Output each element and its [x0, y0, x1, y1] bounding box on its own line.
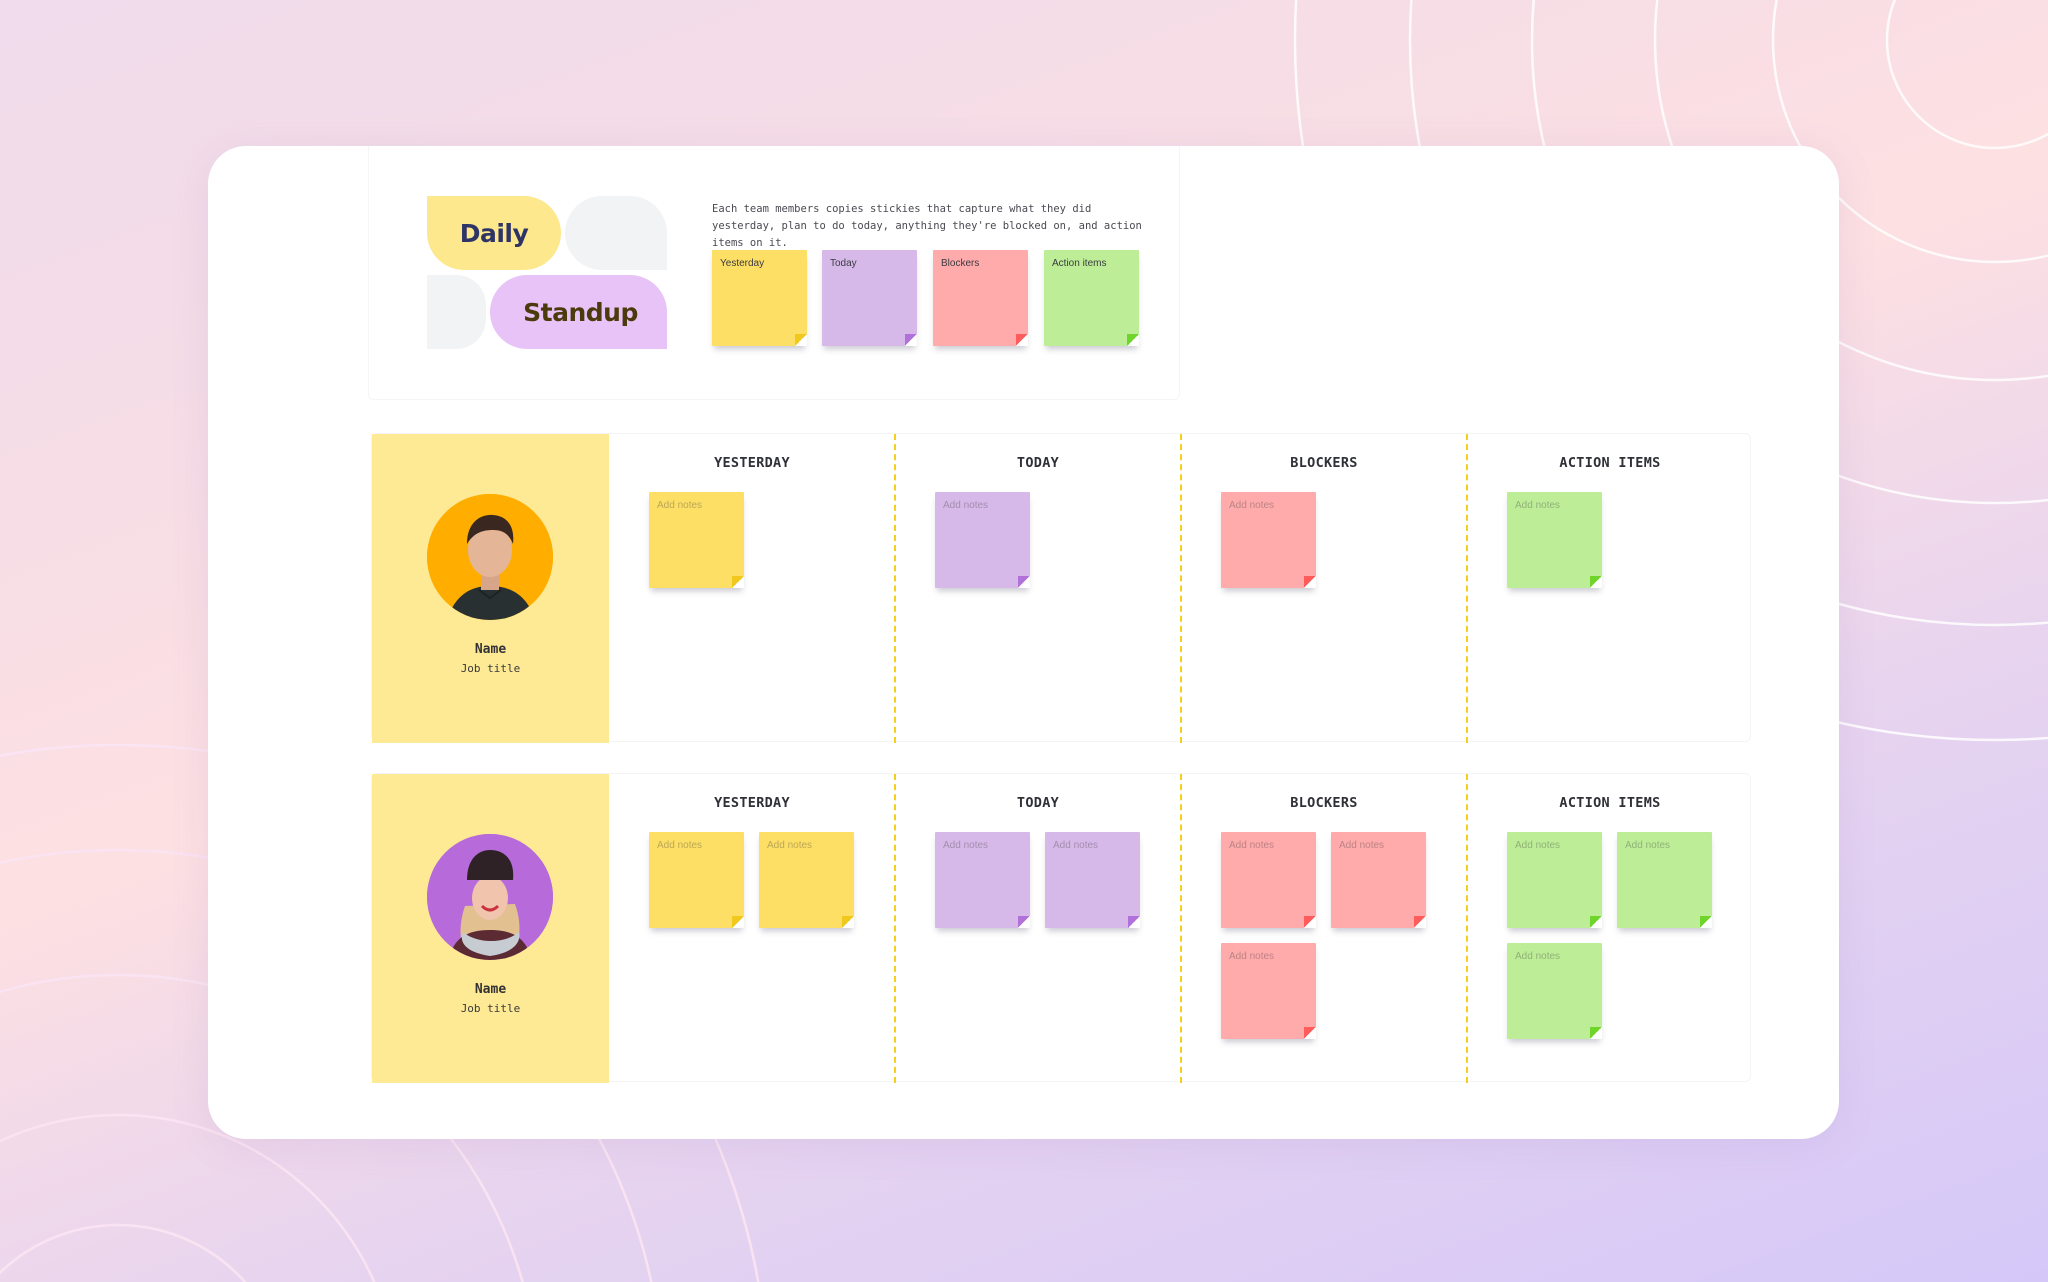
sticky-placeholder: Add notes — [1053, 840, 1099, 851]
column-divider — [894, 434, 896, 743]
logo-decor-block — [565, 196, 667, 270]
column-blockers: BLOCKERS Add notes — [1180, 434, 1467, 743]
column-title: BLOCKERS — [1290, 795, 1358, 811]
sticky-placeholder: Add notes — [767, 840, 813, 851]
legend-sticky-blockers[interactable]: Blockers — [933, 250, 1028, 346]
sticky-placeholder: Add notes — [1515, 840, 1561, 851]
column-title: BLOCKERS — [1290, 455, 1358, 471]
legend-sticky-today[interactable]: Today — [822, 250, 917, 346]
person-photo-icon — [427, 834, 553, 960]
page-fold-icon — [732, 916, 744, 928]
logo-standup-block: Standup — [490, 275, 667, 349]
profile-card: Name Job title — [372, 774, 609, 1083]
sticky-placeholder: Add notes — [1339, 840, 1385, 851]
profile-card: Name Job title — [372, 434, 609, 743]
column-title: ACTION ITEMS — [1559, 455, 1661, 471]
sticky-placeholder: Add notes — [1515, 951, 1561, 962]
sticky-placeholder: Add notes — [1625, 840, 1671, 851]
logo-standup-text: Standup — [523, 297, 638, 327]
sticky-placeholder: Add notes — [657, 500, 703, 511]
sticky-note[interactable]: Add notes — [1617, 832, 1712, 928]
sticky-note[interactable]: Add notes — [649, 832, 744, 928]
column-title: ACTION ITEMS — [1559, 795, 1661, 811]
sticky-note[interactable]: Add notes — [1507, 832, 1602, 928]
member-job-title: Job title — [460, 662, 521, 675]
page-fold-icon — [1016, 334, 1028, 346]
page-fold-icon — [732, 576, 744, 588]
instructions-text: Each team members copies stickies that c… — [712, 203, 1142, 249]
sticky-placeholder: Add notes — [943, 840, 989, 851]
sticky-note[interactable]: Add notes — [1221, 492, 1316, 588]
sticky-placeholder: Add notes — [1229, 951, 1275, 962]
column-today: TODAY Add notes Add notes — [894, 774, 1181, 1083]
member-name: Name — [474, 982, 507, 997]
member-name: Name — [474, 642, 507, 657]
sticky-note[interactable]: Add notes — [649, 492, 744, 588]
page-fold-icon — [1700, 916, 1712, 928]
column-title: YESTERDAY — [714, 795, 790, 811]
sticky-placeholder: Add notes — [943, 500, 989, 511]
column-divider — [1180, 774, 1182, 1083]
sticky-placeholder: Add notes — [1515, 500, 1561, 511]
sticky-placeholder: Add notes — [1229, 840, 1275, 851]
sticky-note[interactable]: Add notes — [1507, 492, 1602, 588]
column-divider — [894, 774, 896, 1083]
page-fold-icon — [905, 334, 917, 346]
legend-sticky-label: Blockers — [941, 258, 980, 269]
person-photo-icon — [427, 494, 553, 620]
whiteboard-card: Daily Standup Each team members copies s… — [208, 146, 1839, 1139]
sticky-placeholder: Add notes — [1229, 500, 1275, 511]
sticky-note[interactable]: Add notes — [1045, 832, 1140, 928]
sticky-note[interactable]: Add notes — [1221, 832, 1316, 928]
team-member-row: Name Job title YESTERDAY Add notes TODAY Ad… — [371, 433, 1753, 743]
page-fold-icon — [1414, 916, 1426, 928]
page-fold-icon — [1018, 916, 1030, 928]
page-fold-icon — [1304, 576, 1316, 588]
page-fold-icon — [1127, 334, 1139, 346]
legend-sticky-action-items[interactable]: Action items — [1044, 250, 1139, 346]
column-blockers: BLOCKERS Add notes Add notes Add notes — [1180, 774, 1467, 1083]
column-yesterday: YESTERDAY Add notes Add notes — [609, 774, 895, 1083]
avatar[interactable] — [427, 834, 553, 960]
legend-sticky-label: Today — [830, 258, 857, 269]
legend-sticky-yesterday[interactable]: Yesterday — [712, 250, 807, 346]
column-today: TODAY Add notes — [894, 434, 1181, 743]
team-member-row: Name Job title YESTERDAY Add notes Add not… — [371, 773, 1753, 1083]
page-fold-icon — [795, 334, 807, 346]
sticky-note[interactable]: Add notes — [935, 832, 1030, 928]
column-title: TODAY — [1016, 455, 1060, 471]
page-fold-icon — [1590, 1027, 1602, 1039]
page-fold-icon — [1128, 916, 1140, 928]
member-job-title: Job title — [460, 1002, 521, 1015]
page-fold-icon — [1590, 916, 1602, 928]
page-fold-icon — [842, 916, 854, 928]
logo-daily-block: Daily — [427, 196, 561, 270]
page-fold-icon — [1304, 916, 1316, 928]
page-fold-icon — [1018, 576, 1030, 588]
legend-sticky-label: Action items — [1052, 258, 1107, 269]
logo-daily-text: Daily — [459, 218, 529, 248]
sticky-note[interactable]: Add notes — [759, 832, 854, 928]
column-action-items: ACTION ITEMS Add notes — [1466, 434, 1753, 743]
sticky-note[interactable]: Add notes — [935, 492, 1030, 588]
column-title: TODAY — [1016, 795, 1060, 811]
column-divider — [1466, 434, 1468, 743]
column-divider — [1466, 774, 1468, 1083]
sticky-note[interactable]: Add notes — [1221, 943, 1316, 1039]
column-divider — [1180, 434, 1182, 743]
column-action-items: ACTION ITEMS Add notes Add notes Add notes — [1466, 774, 1753, 1083]
page-fold-icon — [1304, 1027, 1316, 1039]
page-fold-icon — [1590, 576, 1602, 588]
sticky-note[interactable]: Add notes — [1507, 943, 1602, 1039]
sticky-placeholder: Add notes — [657, 840, 703, 851]
column-title: YESTERDAY — [714, 455, 790, 471]
header-frame — [368, 146, 1180, 400]
sticky-note[interactable]: Add notes — [1331, 832, 1426, 928]
legend-sticky-label: Yesterday — [720, 258, 765, 269]
logo-decor-block — [427, 275, 486, 349]
avatar[interactable] — [427, 494, 553, 620]
column-yesterday: YESTERDAY Add notes — [609, 434, 895, 743]
